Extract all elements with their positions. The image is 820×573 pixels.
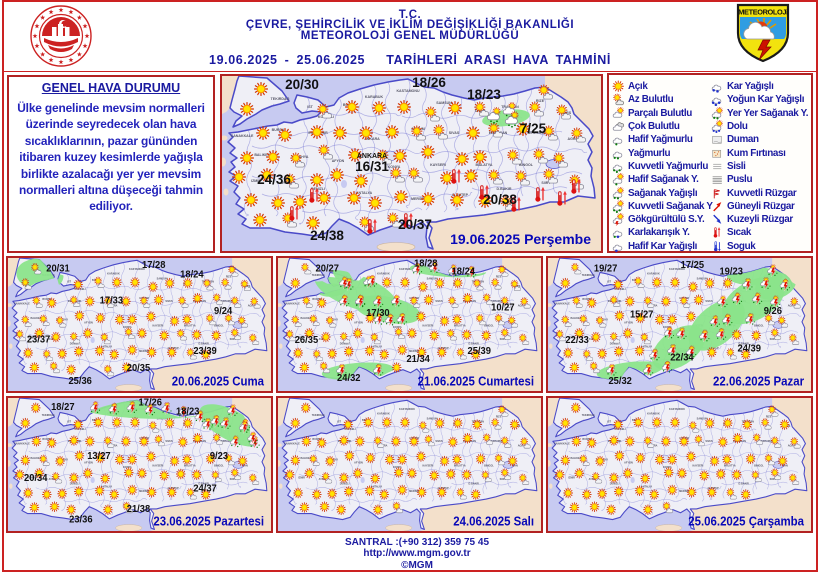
svg-text:20/35: 20/35 <box>127 363 151 374</box>
svg-text:21/34: 21/34 <box>406 354 430 365</box>
svg-text:20/30: 20/30 <box>285 77 319 92</box>
svg-text:18/28: 18/28 <box>414 258 438 269</box>
svg-text:19/27: 19/27 <box>594 263 618 274</box>
svg-text:9/26: 9/26 <box>764 306 783 317</box>
svg-text:24/36: 24/36 <box>257 172 291 187</box>
svg-text:24/32: 24/32 <box>337 373 361 384</box>
svg-text:18/24: 18/24 <box>180 269 204 280</box>
svg-text:20/37: 20/37 <box>398 217 432 232</box>
svg-text:15/27: 15/27 <box>630 309 654 320</box>
svg-text:19/23: 19/23 <box>719 266 743 277</box>
svg-text:25.06.2025 Çarşamba: 25.06.2025 Çarşamba <box>688 514 804 529</box>
svg-text:24.06.2025 Salı: 24.06.2025 Salı <box>453 514 534 529</box>
svg-text:24/37: 24/37 <box>193 483 217 494</box>
svg-text:25/36: 25/36 <box>68 376 92 387</box>
svg-text:METEOROLOJi: METEOROLOJi <box>738 8 788 17</box>
svg-text:21.06.2025 Cumartesi: 21.06.2025 Cumartesi <box>418 374 534 389</box>
svg-text:26/35: 26/35 <box>295 335 319 346</box>
svg-text:23/39: 23/39 <box>193 345 217 356</box>
svg-text:21/38: 21/38 <box>127 504 151 515</box>
svg-text:9/23: 9/23 <box>210 450 229 461</box>
svg-text:22/34: 22/34 <box>670 352 694 363</box>
svg-text:22/33: 22/33 <box>565 335 589 346</box>
svg-text:18/23: 18/23 <box>176 406 200 417</box>
svg-text:18/27: 18/27 <box>51 402 75 413</box>
svg-text:7/25: 7/25 <box>520 121 547 136</box>
svg-text:17/25: 17/25 <box>681 260 705 271</box>
svg-text:19.06.2025 Perşembe: 19.06.2025 Perşembe <box>450 231 591 247</box>
svg-text:10/27: 10/27 <box>491 302 515 313</box>
svg-text:23/36: 23/36 <box>69 514 93 525</box>
svg-text:22.06.2025 Pazar: 22.06.2025 Pazar <box>713 374 804 389</box>
svg-text:24/38: 24/38 <box>310 228 344 243</box>
svg-text:18/26: 18/26 <box>412 76 446 90</box>
svg-text:23.06.2025 Pazartesi: 23.06.2025 Pazartesi <box>153 514 264 529</box>
svg-text:20.06.2025 Cuma: 20.06.2025 Cuma <box>172 374 265 389</box>
svg-text:23/37: 23/37 <box>27 334 51 345</box>
svg-text:17/26: 17/26 <box>139 398 163 409</box>
svg-text:ANKARA: ANKARA <box>357 153 387 160</box>
svg-text:20/27: 20/27 <box>316 263 340 274</box>
svg-text:20/31: 20/31 <box>46 263 70 274</box>
svg-text:18/23: 18/23 <box>467 87 501 102</box>
svg-text:25/39: 25/39 <box>468 345 492 356</box>
svg-text:18/24: 18/24 <box>452 266 476 277</box>
svg-text:20/38: 20/38 <box>483 192 517 207</box>
svg-text:13/27: 13/27 <box>87 450 111 461</box>
svg-text:9/24: 9/24 <box>214 306 233 317</box>
svg-text:17/30: 17/30 <box>366 307 390 318</box>
svg-text:16/31: 16/31 <box>355 159 389 174</box>
svg-text:17/28: 17/28 <box>142 260 166 271</box>
svg-text:24/39: 24/39 <box>738 343 762 354</box>
svg-text:20/34: 20/34 <box>24 472 48 483</box>
svg-text:17/33: 17/33 <box>100 295 124 306</box>
svg-text:25/32: 25/32 <box>608 376 632 387</box>
